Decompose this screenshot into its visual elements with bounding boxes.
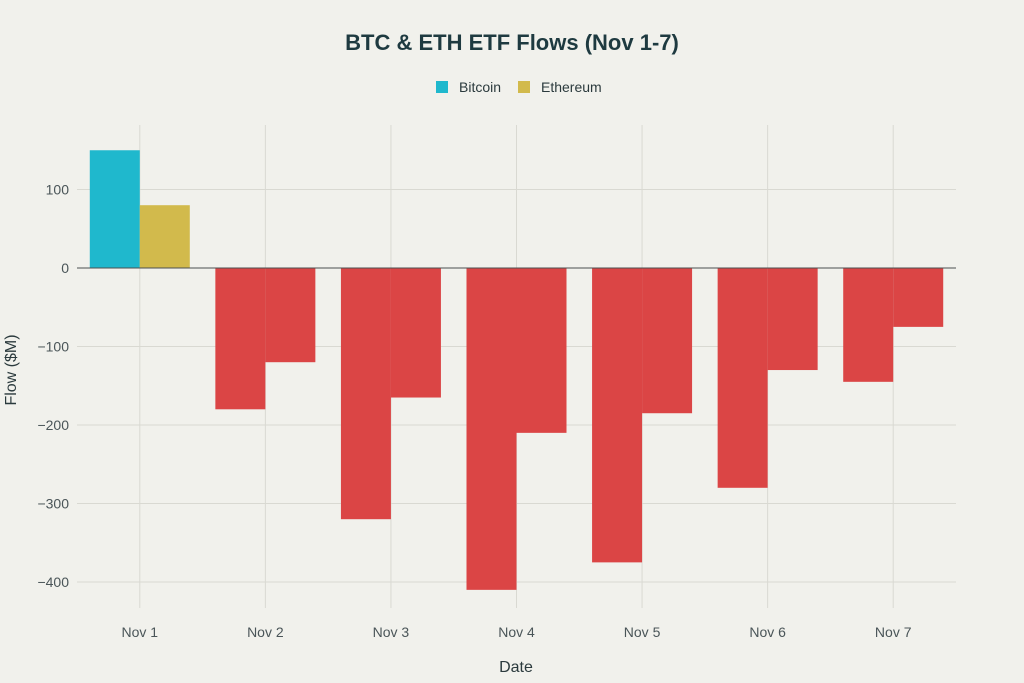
x-tick-label: Nov 4 xyxy=(498,624,535,640)
bars xyxy=(89,150,944,590)
legend-label-bitcoin: Bitcoin xyxy=(459,79,501,95)
bar-bitcoin-nov-2 xyxy=(215,268,266,410)
x-tick-label: Nov 5 xyxy=(624,624,661,640)
y-tick-label: −300 xyxy=(37,496,69,512)
bar-ethereum-nov-5 xyxy=(642,268,693,414)
bar-bitcoin-nov-5 xyxy=(592,268,643,563)
x-tick-label: Nov 3 xyxy=(373,624,410,640)
legend: Bitcoin Ethereum xyxy=(436,79,602,95)
legend-swatch-bitcoin xyxy=(436,81,448,93)
y-tick-label: 100 xyxy=(46,182,70,198)
x-tick-label: Nov 6 xyxy=(749,624,786,640)
bar-ethereum-nov-7 xyxy=(893,268,944,327)
bar-ethereum-nov-6 xyxy=(767,268,818,371)
y-tick-label: −400 xyxy=(37,574,69,590)
bar-ethereum-nov-2 xyxy=(265,268,316,363)
x-axis-ticks: Nov 1 Nov 2 Nov 3 Nov 4 Nov 5 Nov 6 Nov 7 xyxy=(121,624,911,640)
bar-ethereum-nov-1 xyxy=(139,205,190,268)
bar-bitcoin-nov-7 xyxy=(843,268,894,382)
x-tick-label: Nov 1 xyxy=(121,624,158,640)
y-axis-ticks: 100 0 −100 −200 −300 −400 xyxy=(37,182,69,591)
bar-bitcoin-nov-4 xyxy=(466,268,517,590)
y-tick-label: −200 xyxy=(37,417,69,433)
y-axis-title: Flow ($M) xyxy=(3,334,20,405)
y-tick-label: 0 xyxy=(61,260,69,276)
x-tick-label: Nov 2 xyxy=(247,624,284,640)
legend-label-ethereum: Ethereum xyxy=(541,79,602,95)
bar-ethereum-nov-4 xyxy=(516,268,567,433)
x-tick-label: Nov 7 xyxy=(875,624,912,640)
y-tick-label: −100 xyxy=(37,339,69,355)
bar-ethereum-nov-3 xyxy=(390,268,441,398)
x-axis-title: Date xyxy=(499,659,533,676)
legend-swatch-ethereum xyxy=(518,81,530,93)
bar-bitcoin-nov-3 xyxy=(340,268,391,520)
bar-bitcoin-nov-6 xyxy=(717,268,768,488)
bar-bitcoin-nov-1 xyxy=(89,150,140,268)
chart-title: BTC & ETH ETF Flows (Nov 1-7) xyxy=(345,30,679,55)
